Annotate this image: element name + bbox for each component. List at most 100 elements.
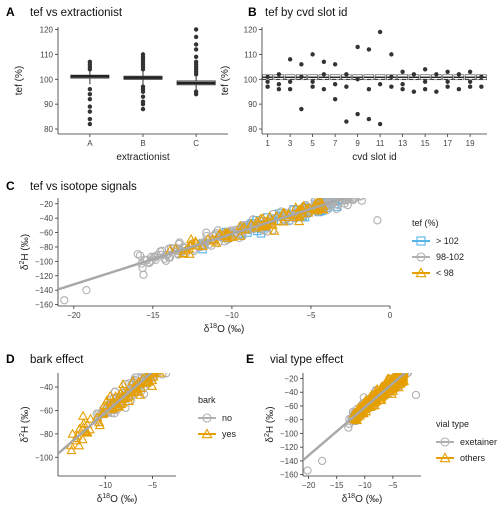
- data-point: [155, 364, 163, 371]
- fit-line: [303, 373, 407, 462]
- data-point: [406, 362, 413, 369]
- data-point: [287, 87, 293, 92]
- data-point: [151, 359, 158, 366]
- data-point: [411, 390, 421, 400]
- x-tick-label: −5: [388, 481, 398, 490]
- data-point: [273, 216, 284, 226]
- x-tick-label: −5: [148, 481, 158, 490]
- x-tick-label: −10: [358, 481, 372, 490]
- data-point: [346, 198, 355, 202]
- x-tick-label: 15: [421, 139, 430, 148]
- data-point: [177, 247, 189, 257]
- outlier-point: [87, 121, 93, 127]
- data-point: [158, 365, 165, 372]
- data-point: [344, 187, 351, 194]
- data-point: [156, 362, 163, 369]
- data-point: [158, 360, 165, 367]
- data-point: [162, 353, 169, 360]
- data-point: [94, 419, 105, 430]
- data-point: [344, 119, 349, 124]
- data-point: [67, 428, 78, 438]
- data-point: [291, 211, 302, 221]
- data-point: [332, 96, 338, 102]
- data-point: [151, 364, 158, 371]
- data-point: [350, 198, 359, 203]
- x-tick-label: C: [193, 139, 199, 148]
- y-tick-label: 120: [244, 25, 258, 34]
- data-point: [165, 353, 172, 360]
- data-point: [404, 373, 410, 374]
- y-tick-label: 100: [244, 75, 258, 84]
- data-point: [456, 87, 462, 92]
- legend-title: bark: [198, 395, 216, 405]
- data-point: [155, 361, 162, 368]
- panel-title: tef vs isotope signals: [30, 181, 137, 193]
- data-point: [400, 69, 405, 74]
- data-point: [332, 82, 338, 87]
- x-tick-label: 1: [265, 139, 270, 148]
- outlier-point: [140, 94, 146, 99]
- data-point: [344, 72, 349, 77]
- outlier-point: [140, 106, 146, 112]
- data-point: [349, 182, 356, 189]
- data-point: [158, 357, 165, 364]
- legend-key-marker: [415, 267, 427, 278]
- x-tick-label: 5: [310, 139, 315, 148]
- box-C: [176, 27, 216, 97]
- data-point: [434, 89, 439, 94]
- data-point: [298, 200, 309, 210]
- axis-label-superscript: 2: [19, 433, 26, 437]
- y-axis-label: tef (%): [14, 66, 25, 95]
- data-point: [422, 67, 428, 72]
- data-point: [153, 358, 161, 365]
- x-tick-label: 13: [398, 139, 407, 148]
- data-point: [361, 187, 368, 194]
- legend-key-marker: [416, 252, 426, 262]
- y-tick-label: −140: [35, 286, 54, 295]
- outlier-point: [193, 89, 199, 94]
- data-point: [147, 363, 154, 370]
- data-point: [406, 362, 413, 369]
- data-point: [400, 87, 405, 92]
- y-tick-label: 110: [40, 50, 53, 59]
- data-point: [434, 72, 439, 77]
- data-point: [165, 354, 172, 361]
- data-point: [400, 82, 405, 87]
- data-point: [60, 296, 69, 305]
- data-point: [133, 250, 142, 259]
- data-point: [156, 361, 163, 368]
- outlier-point: [140, 99, 146, 104]
- data-point: [117, 397, 128, 407]
- y-tick-label: −40: [39, 214, 53, 223]
- y-tick-label: 120: [40, 25, 54, 34]
- x-tick-label: 9: [355, 139, 360, 148]
- data-point: [153, 365, 161, 372]
- data-point: [77, 434, 88, 444]
- panel-title: tef by cvd slot id: [265, 7, 347, 19]
- data-point: [152, 373, 163, 375]
- data-point: [148, 373, 153, 374]
- data-point: [101, 400, 112, 410]
- data-point: [321, 87, 327, 92]
- y-tick-label: −80: [39, 430, 53, 439]
- data-point: [132, 383, 143, 393]
- data-point: [353, 198, 356, 199]
- data-point: [377, 121, 383, 127]
- data-point: [351, 414, 363, 425]
- data-point: [158, 359, 165, 366]
- axis-label-symbol: δ: [204, 324, 210, 335]
- data-point: [269, 225, 280, 235]
- data-point: [164, 363, 171, 370]
- legend-title: vial type: [436, 419, 469, 429]
- data-point: [152, 359, 159, 366]
- data-point: [147, 359, 154, 366]
- legend-entry-label: > 102: [436, 236, 459, 246]
- x-tick-label: 3: [288, 139, 293, 148]
- data-point: [411, 89, 417, 94]
- data-point: [156, 358, 164, 365]
- data-point: [161, 358, 168, 365]
- data-point: [156, 360, 163, 367]
- data-point: [340, 198, 349, 202]
- outlier-point: [193, 27, 199, 32]
